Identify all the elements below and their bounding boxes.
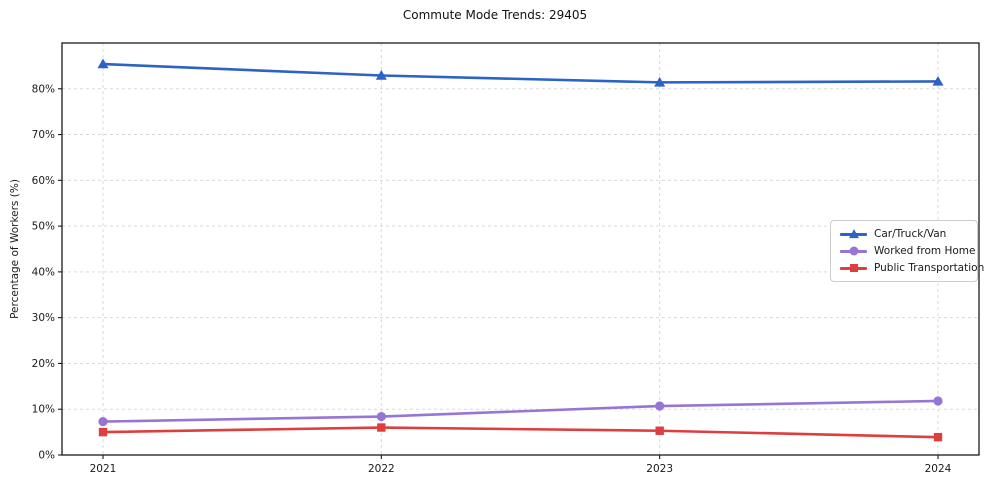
y-tick-label: 20% (32, 358, 55, 370)
data-point-public-transportation (933, 432, 943, 442)
legend: Car/Truck/Van Worked from Home Public Tran… (830, 220, 984, 282)
y-tick-label: 70% (32, 129, 55, 141)
legend-item-worked-from-home: Worked from Home (840, 245, 975, 257)
series-line-public-transportation (101, 426, 940, 439)
data-point-worked-from-home (933, 396, 943, 406)
y-tick-label: 50% (32, 221, 55, 233)
data-point-car-truck-van (375, 70, 387, 80)
y-tick-label: 10% (32, 404, 55, 416)
plot-border (61, 42, 980, 456)
y-tick-label: 30% (32, 312, 55, 324)
triangle-marker-icon (840, 229, 867, 240)
legend-label: Car/Truck/Van (874, 228, 947, 240)
y-tick-label: 80% (32, 83, 55, 95)
x-tick-label: 2024 (925, 463, 952, 475)
data-point-worked-from-home (98, 416, 108, 427)
x-tick-label: 2022 (368, 463, 395, 475)
data-point-worked-from-home (376, 411, 386, 422)
y-tick-label: 40% (32, 266, 55, 278)
x-tick-label: 2023 (646, 463, 673, 475)
legend-label: Worked from Home (874, 245, 976, 257)
square-marker-icon (840, 263, 867, 274)
data-point-public-transportation (377, 423, 386, 432)
chart-title: Commute Mode Trends: 29405 (402, 8, 588, 22)
y-tick-label: 60% (32, 175, 55, 187)
legend-label: Public Transportation (874, 262, 985, 274)
series-line-worked-from-home (101, 399, 940, 423)
data-point-car-truck-van (932, 75, 944, 86)
legend-item-public-transportation: Public Transportation (840, 262, 984, 274)
data-point-public-transportation (98, 427, 108, 437)
data-point-car-truck-van (97, 58, 109, 69)
x-tick-label: 2021 (90, 463, 117, 475)
y-tick-label: 0% (38, 450, 55, 462)
data-point-worked-from-home (655, 401, 665, 411)
data-point-public-transportation (655, 426, 664, 435)
series-line-car-truck-van (101, 62, 940, 84)
data-point-car-truck-van (654, 76, 666, 87)
circle-marker-icon (840, 246, 867, 257)
legend-item-car-truck-van: Car/Truck/Van (840, 228, 968, 240)
